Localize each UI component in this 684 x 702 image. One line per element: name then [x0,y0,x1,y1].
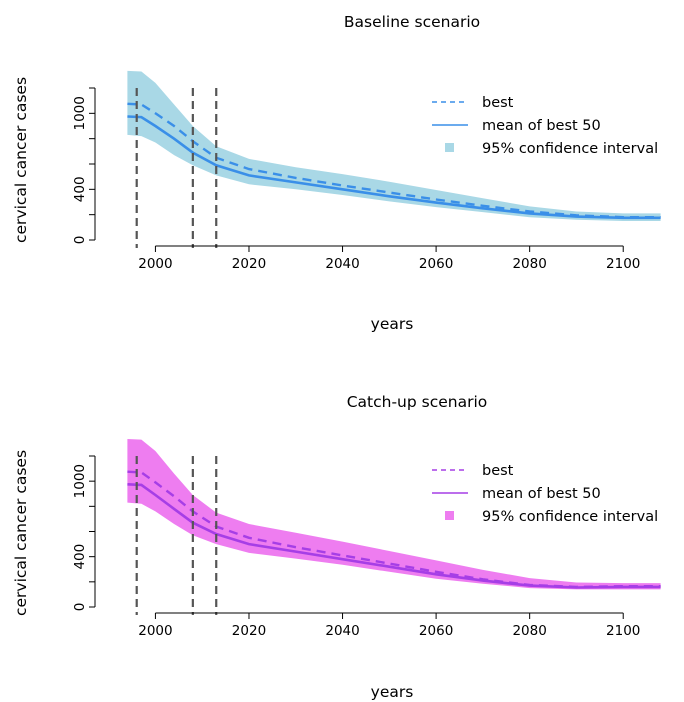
baseline-x-tick-label-2000: 2000 [138,256,172,272]
baseline-y-tick-label-0: 0 [72,236,88,245]
baseline-title: Baseline scenario [344,13,480,31]
catchup-x-axis-label: years [371,683,414,701]
baseline-x-tick-label-2080: 2080 [512,256,546,272]
baseline-plot: 0 400 1000 2000 2020 2040 2060 2080 2100 [72,70,661,272]
catchup-best-line [127,470,661,589]
baseline-x-tick-label-2040: 2040 [325,256,359,272]
baseline-x-tick-label-2020: 2020 [232,256,266,272]
catchup-panel: Catch-up scenario cervical cancer cases … [12,393,661,701]
catchup-y-tick-label-400: 400 [72,544,88,570]
catchup-y-tick-label-1000: 1000 [72,464,88,498]
catchup-mean-line [127,483,661,589]
baseline-legend-ci-label: 95% confidence interval [482,141,658,157]
catchup-legend-mean-label: mean of best 50 [482,486,601,502]
catchup-y-tick-label-0: 0 [72,603,88,612]
baseline-x-axis-label: years [371,315,414,333]
catchup-x-tick-label-2100: 2100 [606,623,640,639]
baseline-mean-line [127,115,661,220]
catchup-legend: best mean of best 50 95% confidence inte… [432,463,658,525]
baseline-x-tick-label-2060: 2060 [419,256,453,272]
baseline-legend: best mean of best 50 95% confidence inte… [432,95,658,157]
baseline-y-axis-label: cervical cancer cases [12,77,30,243]
baseline-panel: Baseline scenario cervical cancer cases … [12,13,661,333]
baseline-y-tick-label-1000: 1000 [72,96,88,130]
catchup-legend-ci-swatch [445,511,454,520]
catchup-x-tick-label-2000: 2000 [138,623,172,639]
catchup-legend-ci-label: 95% confidence interval [482,509,658,525]
baseline-ci-band [127,70,661,222]
catchup-x-tick-label-2080: 2080 [512,623,546,639]
baseline-legend-mean-label: mean of best 50 [482,118,601,134]
baseline-legend-best-label: best [482,95,514,111]
catchup-legend-best-label: best [482,463,514,479]
catchup-x-tick-label-2020: 2020 [232,623,266,639]
baseline-x-tick-label-2100: 2100 [606,256,640,272]
catchup-x-tick-label-2040: 2040 [325,623,359,639]
baseline-y-tick-label-400: 400 [72,176,88,202]
catchup-ci-band [127,439,661,590]
baseline-legend-ci-swatch [445,143,454,152]
catchup-title: Catch-up scenario [347,393,488,411]
catchup-plot: 0 400 1000 2000 2020 2040 2060 2080 2100 [72,439,661,639]
catchup-y-axis-label: cervical cancer cases [12,450,30,616]
catchup-x-tick-label-2060: 2060 [419,623,453,639]
baseline-best-line [127,102,661,219]
